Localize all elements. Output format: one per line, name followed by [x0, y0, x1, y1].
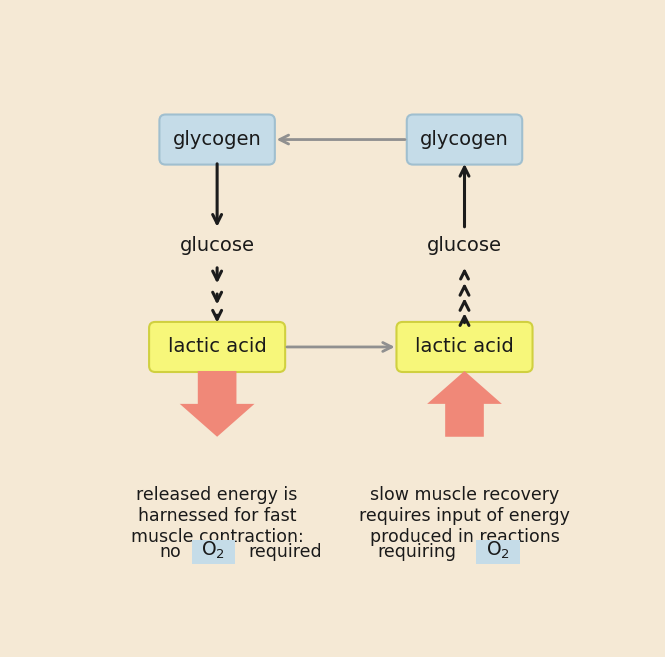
FancyBboxPatch shape — [149, 322, 285, 372]
Text: required: required — [248, 543, 322, 561]
Text: glycogen: glycogen — [173, 130, 261, 149]
Text: glucose: glucose — [180, 237, 255, 256]
Polygon shape — [180, 371, 255, 437]
Polygon shape — [427, 371, 502, 437]
Text: lactic acid: lactic acid — [415, 338, 514, 357]
Text: requiring: requiring — [378, 543, 457, 561]
FancyBboxPatch shape — [160, 114, 275, 165]
FancyBboxPatch shape — [407, 114, 522, 165]
FancyBboxPatch shape — [192, 539, 235, 564]
Text: no: no — [160, 543, 181, 561]
FancyBboxPatch shape — [476, 539, 520, 564]
Text: lactic acid: lactic acid — [168, 338, 267, 357]
Text: glycogen: glycogen — [420, 130, 509, 149]
Text: $\mathregular{O_2}$: $\mathregular{O_2}$ — [201, 540, 225, 562]
Text: glucose: glucose — [427, 237, 502, 256]
Text: slow muscle recovery
requires input of energy
produced in reactions: slow muscle recovery requires input of e… — [359, 486, 570, 546]
Text: $\mathregular{O_2}$: $\mathregular{O_2}$ — [486, 540, 510, 562]
FancyBboxPatch shape — [396, 322, 533, 372]
Text: released energy is
harnessed for fast
muscle contraction:: released energy is harnessed for fast mu… — [131, 486, 303, 546]
